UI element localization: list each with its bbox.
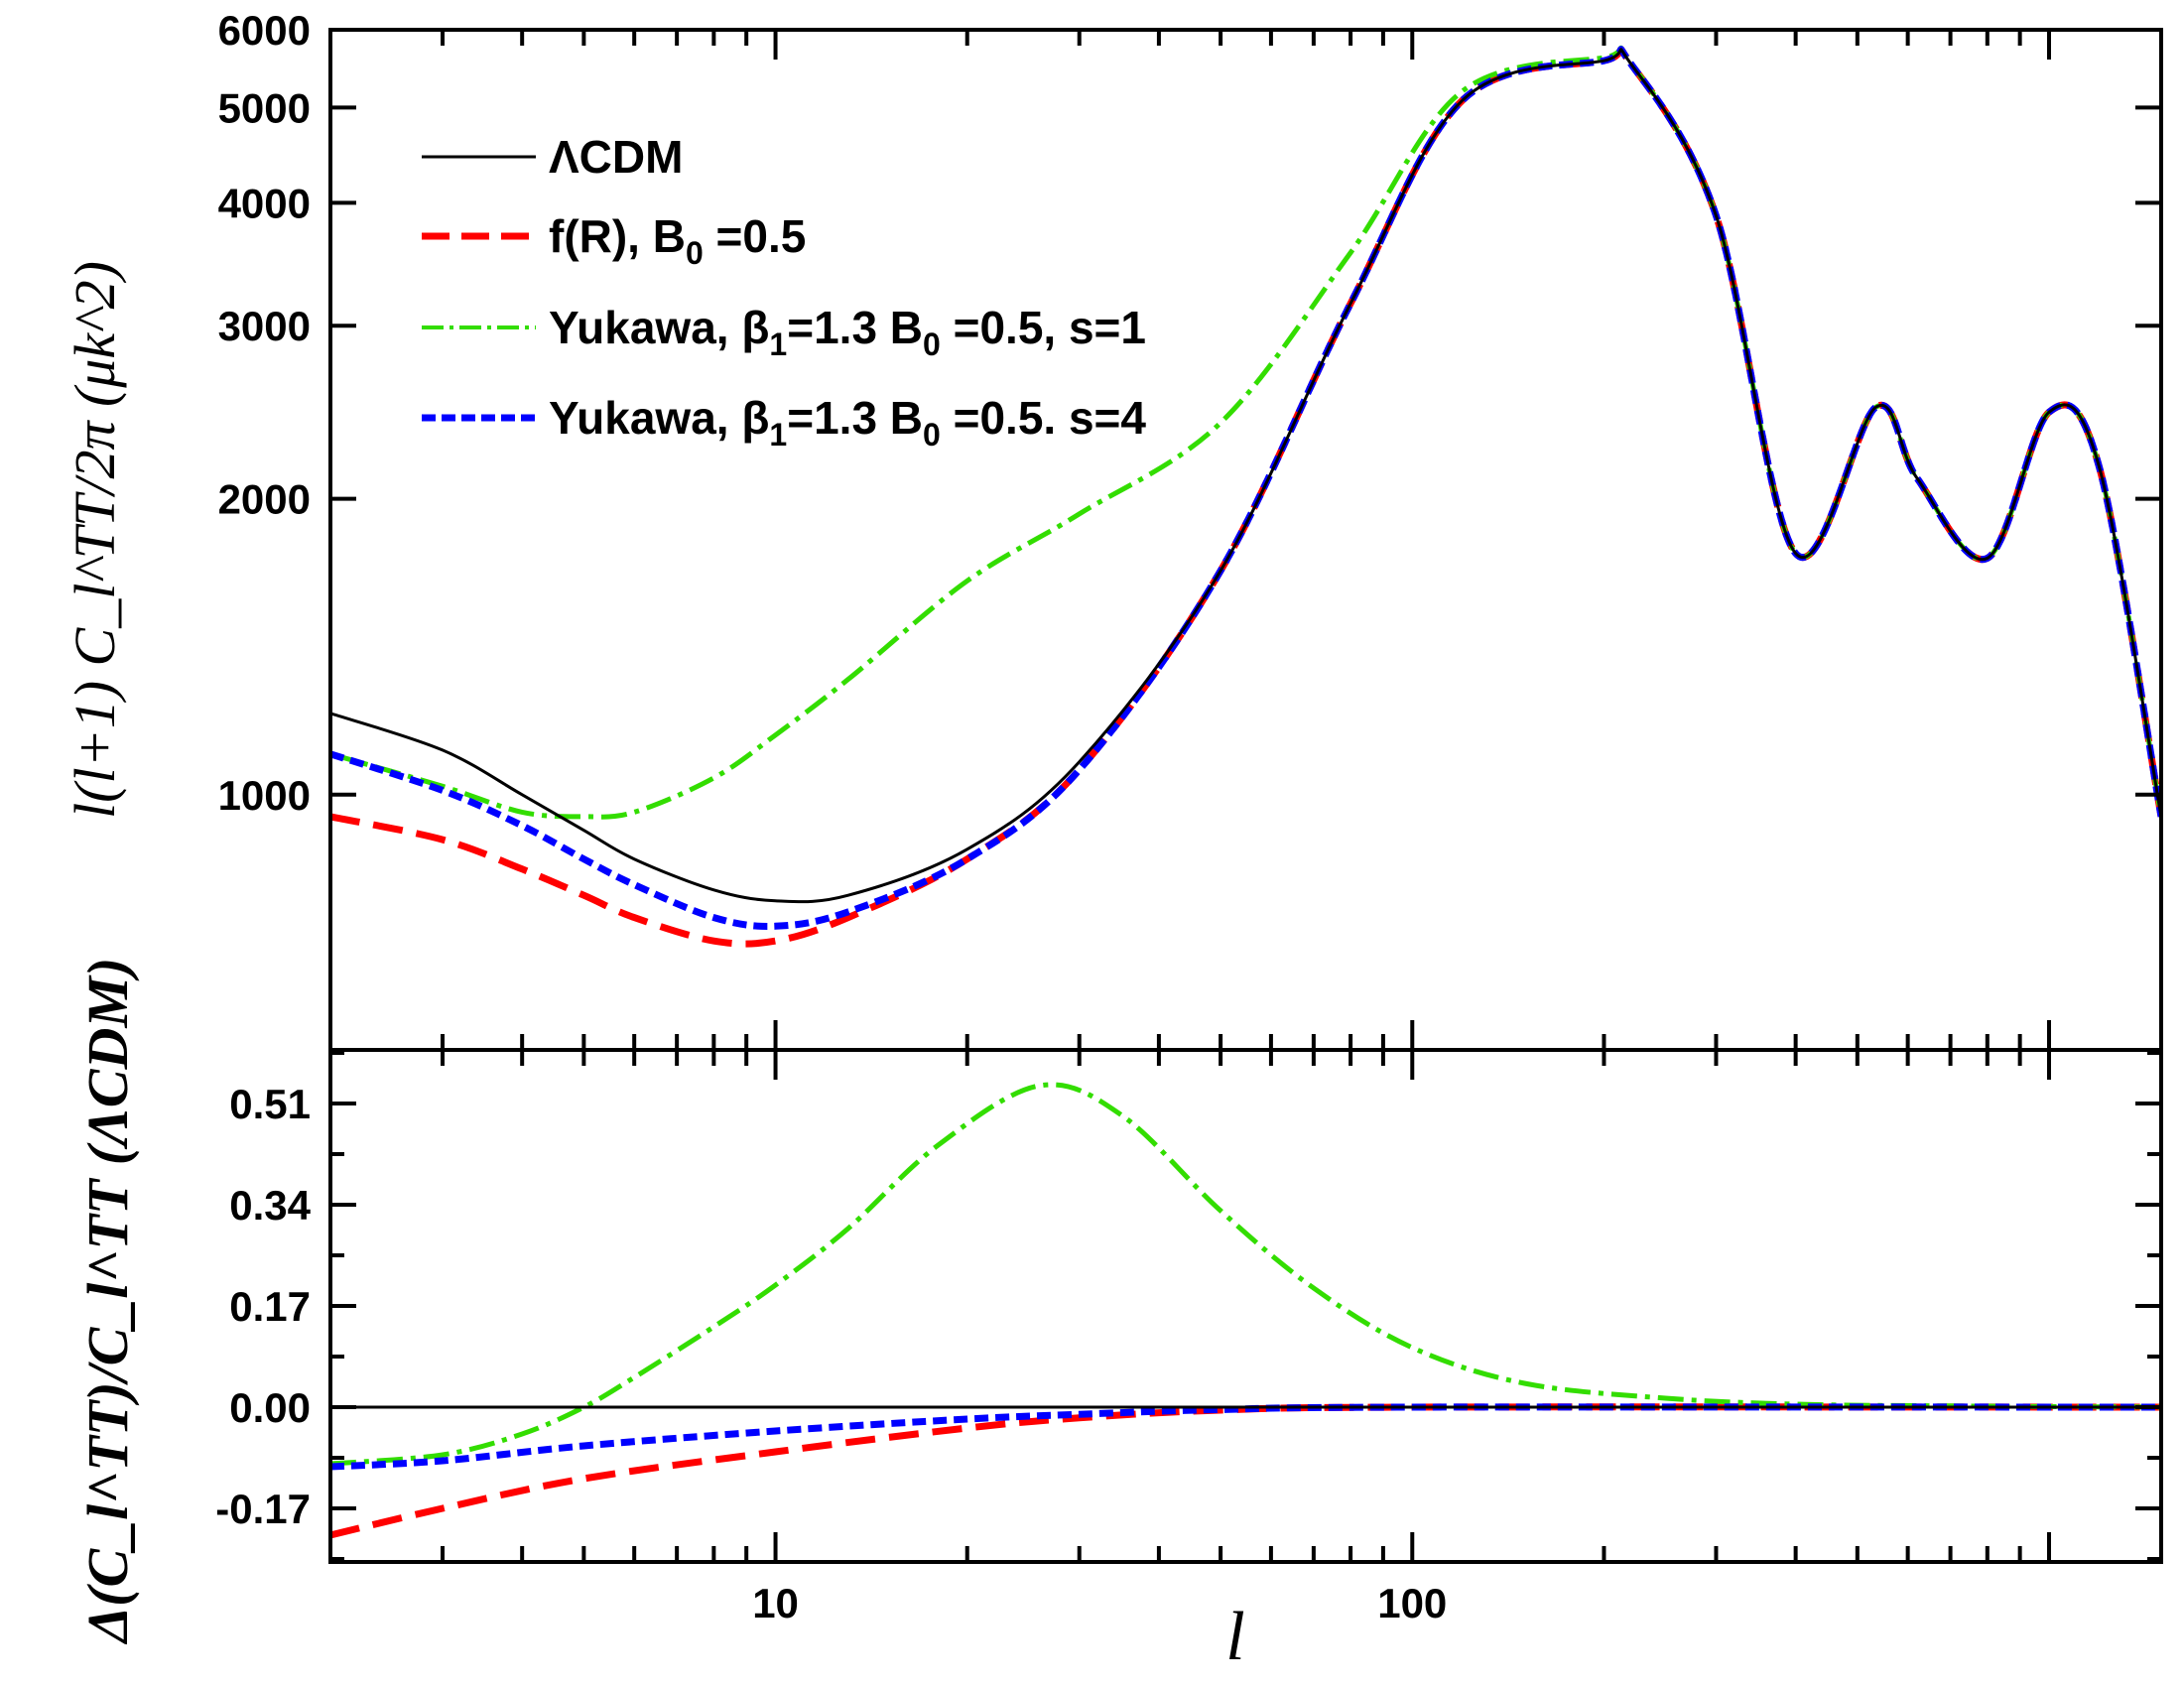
top-y-tick-label: 3000 <box>218 303 311 349</box>
legend: ΛCDM f(R), B0 =0.5 Yukawa, β1=1.3 B0 =0.… <box>422 131 1146 453</box>
bottom-axis-ticks: 10 100 -0.17 0.00 0.17 0.34 0.51 <box>215 1050 2161 1626</box>
top-curves <box>330 45 2161 948</box>
top-axis-ticks: 1000 2000 3000 4000 5000 6000 <box>218 7 2161 1050</box>
bottom-panel: 10 100 -0.17 0.00 0.17 0.34 0.51 Δ(C_l^TT)/C_l… <box>75 958 2163 1675</box>
top-panel: 1000 2000 3000 4000 5000 6000 l(l+1) C_l^TT/2… <box>63 7 2163 1052</box>
bottom-y-tick-label: -0.17 <box>215 1486 311 1532</box>
legend-label-fr: f(R), B0 =0.5 <box>549 210 806 271</box>
bottom-series-2 <box>330 1082 2161 1467</box>
bottom-plot-frame <box>328 1048 2163 1564</box>
bottom-y-tick-label: 0.51 <box>229 1081 311 1127</box>
top-y-tick-label: 5000 <box>218 84 311 131</box>
legend-label-lcdm: ΛCDM <box>549 131 683 183</box>
legend-label-yukawa-s1: Yukawa, β1=1.3 B0 =0.5, s=1 <box>549 302 1146 362</box>
top-y-tick-label: 4000 <box>218 180 311 226</box>
x-tick-label: 10 <box>752 1580 799 1626</box>
bottom-y-tick-label: 0.34 <box>229 1182 311 1229</box>
x-tick-label: 100 <box>1377 1580 1447 1626</box>
bottom-y-axis-label: Δ(C_l^TT)/C_l^TT (ΛCDM) <box>75 958 140 1644</box>
top-y-tick-label: 1000 <box>218 772 311 819</box>
bottom-curves <box>330 1082 2161 1539</box>
top-series-0 <box>330 48 2161 904</box>
top-y-tick-label: 6000 <box>218 7 311 54</box>
legend-label-yukawa-s4: Yukawa, β1=1.3 B0 =0.5. s=4 <box>549 392 1146 453</box>
bottom-y-tick-label: 0.00 <box>229 1384 311 1431</box>
top-y-tick-label: 2000 <box>218 476 311 523</box>
top-y-axis-label: l(l+1) C_l^TT/2π (μk^2) <box>63 261 127 819</box>
bottom-y-tick-label: 0.17 <box>229 1283 311 1330</box>
x-axis-label: l <box>1225 1599 1244 1675</box>
